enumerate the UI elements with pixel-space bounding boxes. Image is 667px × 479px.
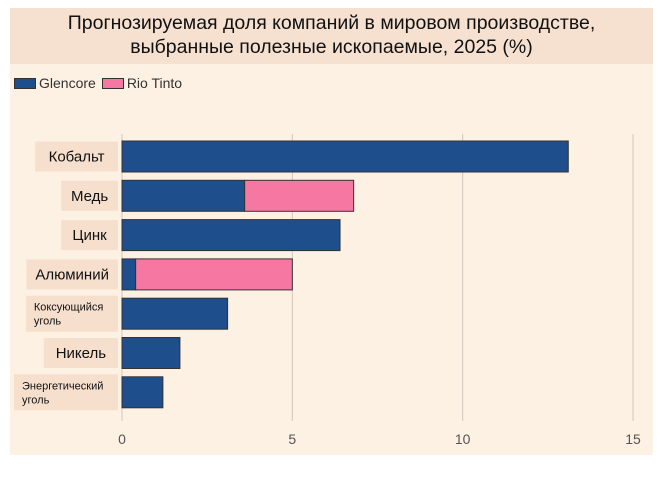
category-label-line: Цинк bbox=[72, 227, 107, 244]
legend-item-glencore: Glencore bbox=[14, 75, 96, 91]
chart-title: Прогнозируемая доля компаний в мировом п… bbox=[10, 8, 653, 64]
bar-glencore-6 bbox=[121, 376, 164, 409]
legend-swatch-rio-tinto bbox=[101, 77, 124, 89]
x-tick-label-2: 10 bbox=[455, 431, 471, 447]
bar-glencore-2 bbox=[121, 219, 341, 252]
chart-title-line-2: выбранные полезные ископаемые, 2025 (%) bbox=[130, 36, 533, 58]
category-label-box-2 bbox=[61, 220, 118, 251]
x-tick-label-3: 15 bbox=[625, 431, 641, 447]
category-label-0: Кобальт bbox=[49, 149, 105, 166]
category-label-box-4 bbox=[25, 295, 118, 332]
category-label-line: уголь bbox=[22, 394, 50, 406]
category-label-line: Никель bbox=[56, 345, 107, 362]
legend-label-glencore: Glencore bbox=[39, 75, 96, 91]
bar-rio-tinto-1 bbox=[244, 179, 355, 212]
category-label-6: Энергетический уголь bbox=[22, 380, 103, 406]
x-tick-label-0: 0 bbox=[118, 431, 126, 447]
category-label-box-6 bbox=[14, 374, 118, 411]
legend-label-rio-tinto: Rio Tinto bbox=[126, 75, 183, 91]
category-label-box-1 bbox=[61, 180, 118, 211]
category-label-line: Коксующийся bbox=[34, 302, 104, 314]
category-label-2: Цинк bbox=[72, 227, 107, 244]
category-label-5: Никель bbox=[56, 345, 107, 362]
category-label-1: Медь bbox=[71, 188, 108, 205]
category-label-line: Медь bbox=[71, 188, 108, 205]
category-label-line: Кобальт bbox=[49, 149, 105, 166]
category-label-line: Алюминий bbox=[35, 266, 109, 283]
category-label-box-0 bbox=[35, 141, 118, 172]
legend-swatch-glencore bbox=[14, 77, 36, 89]
x-tick-label-1: 5 bbox=[288, 431, 296, 447]
bar-glencore-5 bbox=[121, 337, 181, 369]
category-label-4: Коксующийся уголь bbox=[34, 302, 104, 328]
chart-title-line-1: Прогнозируемая доля компаний в мировом п… bbox=[67, 12, 596, 34]
chart-frame: Прогнозируемая доля компаний в мировом п… bbox=[10, 8, 653, 455]
legend: Glencore Rio Tinto bbox=[14, 74, 188, 92]
bar-chart: Кобальт Медь Цинк Алюминий Коксующийся уголь Н… bbox=[14, 134, 641, 447]
legend-item-rio-tinto: Rio Tinto bbox=[101, 75, 183, 91]
bar-glencore-1 bbox=[121, 179, 246, 212]
bar-glencore-4 bbox=[121, 297, 229, 330]
category-label-box-3 bbox=[26, 259, 118, 290]
category-label-line: Энергетический bbox=[22, 380, 103, 392]
category-label-line: уголь bbox=[34, 316, 62, 328]
category-label-3: Алюминий bbox=[35, 266, 109, 283]
bar-glencore-3 bbox=[121, 258, 137, 291]
bar-glencore-0 bbox=[121, 140, 569, 173]
bar-rio-tinto-3 bbox=[135, 258, 293, 291]
category-label-box-5 bbox=[43, 338, 118, 368]
